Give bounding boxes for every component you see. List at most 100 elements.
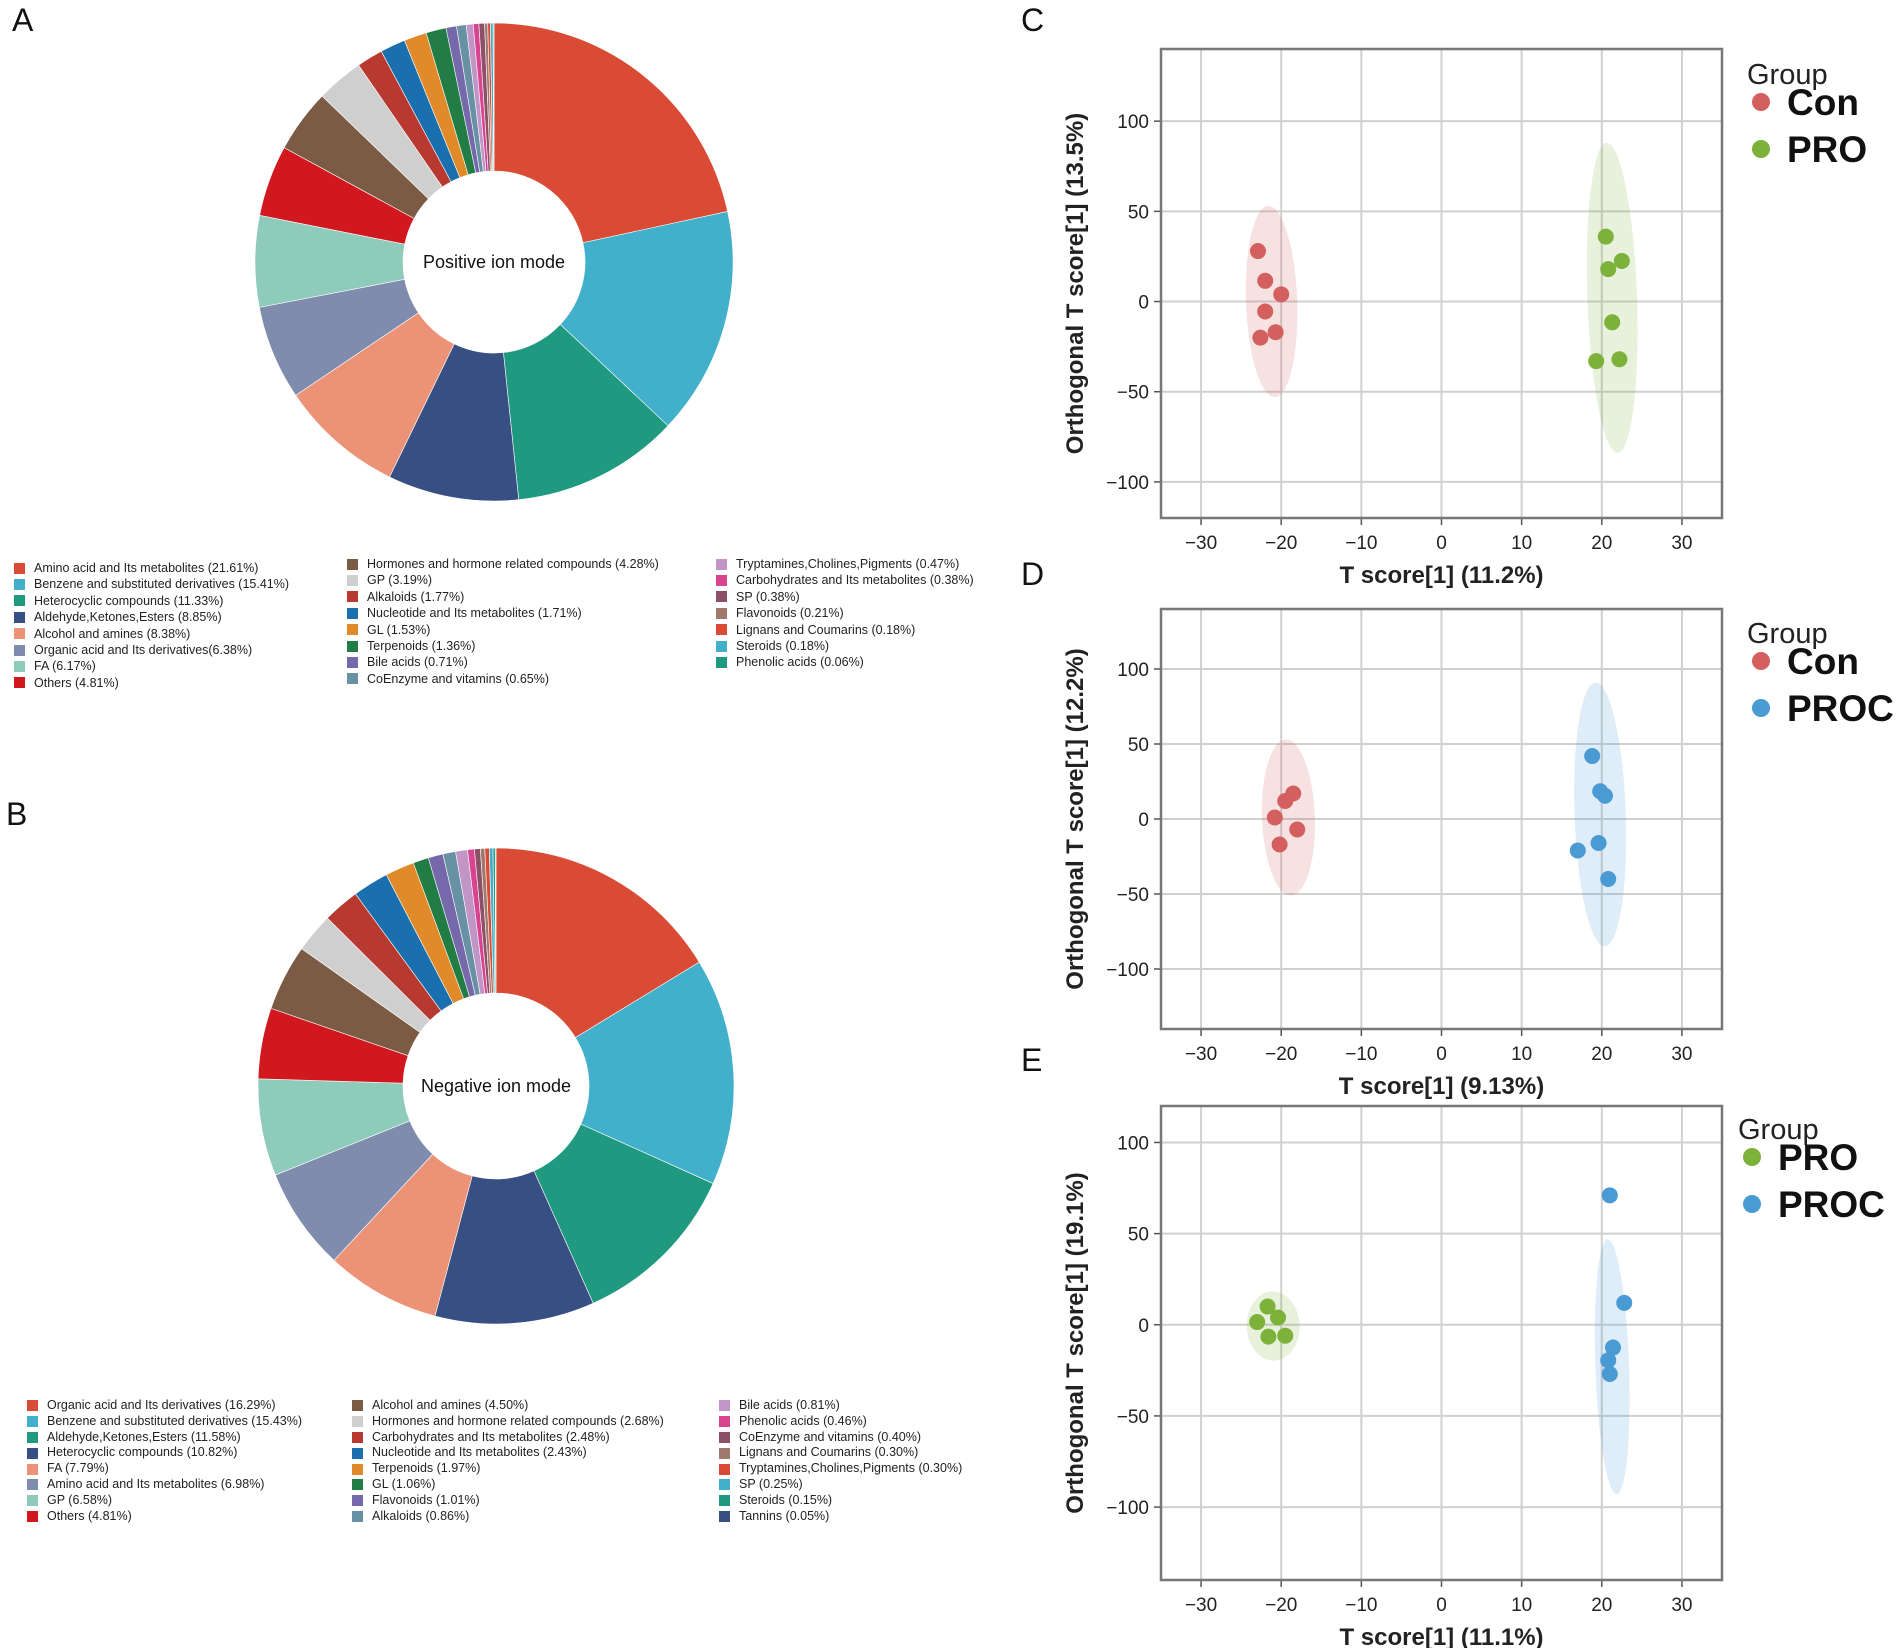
confidence-ellipse-con xyxy=(1245,205,1298,398)
legend-swatch xyxy=(14,611,25,623)
x-tick-label: −10 xyxy=(1345,533,1377,554)
legend-item: Aldehyde,Ketones,Esters (11.58%) xyxy=(27,1430,302,1446)
x-tick-label: 20 xyxy=(1591,1595,1612,1616)
legend-label: Others (4.81%) xyxy=(34,675,119,690)
pie-slice xyxy=(559,211,734,427)
legend-label: Aldehyde,Ketones,Esters (11.58%) xyxy=(47,1429,241,1444)
legend-label: Alcohol and amines (4.50%) xyxy=(372,1398,529,1412)
legend-label: Nucleotide and Its metabolites (2.43%) xyxy=(372,1445,587,1460)
data-point-con xyxy=(1257,272,1274,289)
legend-swatch xyxy=(347,591,358,603)
x-tick-label: −20 xyxy=(1265,1044,1297,1065)
legend-item: Tannins (0.05%) xyxy=(719,1509,962,1525)
plot-frame xyxy=(1159,47,1724,520)
legend-title: Group xyxy=(1738,1114,1819,1146)
legend-item: Alcohol and amines (4.50%) xyxy=(352,1398,664,1414)
pie-slice xyxy=(533,1123,714,1304)
y-tick-label: 50 xyxy=(1128,1225,1149,1246)
legend-item: Steroids (0.18%) xyxy=(716,638,974,654)
legend-item: Lignans and Coumarins (0.30%) xyxy=(719,1445,962,1461)
legend-item: Phenolic acids (0.46%) xyxy=(719,1414,962,1430)
legend-swatch xyxy=(352,1447,363,1459)
confidence-ellipse-proc xyxy=(1574,682,1627,947)
x-tick-label: −20 xyxy=(1265,1595,1297,1616)
legend-swatch xyxy=(352,1510,363,1522)
legend-swatch xyxy=(352,1463,363,1475)
legend-label: Tryptamines,Cholines,Pigments (0.30%) xyxy=(739,1461,963,1476)
legend-swatch xyxy=(716,640,727,652)
legend-label-con: Con xyxy=(1787,82,1859,123)
legend-swatch xyxy=(352,1416,363,1428)
data-point-proc xyxy=(1569,842,1586,859)
data-point-proc xyxy=(1590,835,1607,851)
legend-label-proc: PROC xyxy=(1787,688,1894,729)
legend-swatch xyxy=(719,1495,730,1507)
legend-swatch xyxy=(27,1463,38,1475)
x-axis-title: T score[1] (11.1%) xyxy=(1339,1624,1543,1648)
legend-item: Lignans and Coumarins (0.18%) xyxy=(716,622,974,638)
legend-item: GL (1.06%) xyxy=(352,1477,664,1493)
legend-label-pro: PRO xyxy=(1787,129,1867,170)
data-point-con xyxy=(1273,286,1290,303)
legend-item: FA (6.17%) xyxy=(14,658,289,674)
legend-swatch xyxy=(719,1479,730,1491)
legend-swatch xyxy=(27,1416,38,1428)
legend-label-proc: PROC xyxy=(1778,1184,1885,1225)
pie-slice xyxy=(503,323,669,501)
legend-swatch xyxy=(347,575,358,587)
x-tick-label: −30 xyxy=(1185,533,1217,554)
pie-legend-column: Organic acid and Its derivatives (16.29%… xyxy=(27,1398,302,1524)
legend-marker-con xyxy=(1752,652,1770,670)
y-axis-title: Orthogonal T score[1] (13.5%) xyxy=(1062,113,1089,454)
legend-label: Nucleotide and Its metabolites (1.71%) xyxy=(367,606,582,621)
x-tick-label: −20 xyxy=(1265,533,1297,554)
legend-item: Terpenoids (1.36%) xyxy=(347,638,659,654)
x-tick-label: −10 xyxy=(1345,1595,1377,1616)
data-point-pro xyxy=(1270,1309,1287,1326)
legend-swatch xyxy=(719,1447,730,1459)
legend-swatch xyxy=(14,595,25,607)
y-axis-title: Orthogonal T score[1] (19.1%) xyxy=(1062,1172,1089,1513)
pie-slice xyxy=(575,961,735,1184)
data-point-pro xyxy=(1249,1314,1266,1331)
panel-label-c: C xyxy=(1021,2,1045,38)
legend-swatch xyxy=(716,558,727,570)
legend-item: SP (0.25%) xyxy=(719,1477,962,1493)
y-tick-label: 50 xyxy=(1128,735,1149,756)
pie-center-title: Negative ion mode xyxy=(421,1076,571,1096)
legend-label-pro: PRO xyxy=(1778,1137,1858,1178)
legend-item: Organic acid and Its derivatives (16.29%… xyxy=(27,1398,302,1414)
legend-label: CoEnzyme and vitamins (0.40%) xyxy=(739,1429,922,1444)
y-tick-label: −50 xyxy=(1117,885,1149,906)
legend-swatch xyxy=(352,1400,363,1412)
legend-item: Nucleotide and Its metabolites (1.71%) xyxy=(347,605,659,621)
legend-label: Steroids (0.18%) xyxy=(736,638,830,653)
y-tick-label: −50 xyxy=(1117,1407,1149,1428)
data-point-con xyxy=(1257,303,1274,320)
confidence-ellipse-pro xyxy=(1586,142,1638,453)
legend-swatch xyxy=(347,558,358,570)
x-tick-label: 0 xyxy=(1436,1595,1447,1616)
legend-item: Bile acids (0.81%) xyxy=(719,1398,962,1414)
legend-item: Carbohydrates and Its metabolites (0.38%… xyxy=(716,572,974,588)
legend-swatch xyxy=(14,661,25,673)
data-point-proc xyxy=(1616,1294,1633,1311)
legend-item: Carbohydrates and Its metabolites (2.48%… xyxy=(352,1430,664,1446)
data-point-proc xyxy=(1600,871,1617,887)
legend-label: Others (4.81%) xyxy=(47,1508,132,1523)
legend-item: Benzene and substituted derivatives (15.… xyxy=(27,1414,302,1430)
legend-label: SP (0.38%) xyxy=(736,589,800,604)
pie-slice xyxy=(494,847,497,994)
data-point-pro xyxy=(1611,351,1628,368)
legend-swatch xyxy=(719,1416,730,1428)
data-point-pro xyxy=(1277,1327,1294,1344)
legend-item: Aldehyde,Ketones,Esters (8.85%) xyxy=(14,609,289,625)
x-axis-title: T score[1] (9.13%) xyxy=(1339,1073,1544,1100)
legend-swatch xyxy=(347,624,358,636)
legend-label: Organic acid and Its derivatives (16.29%… xyxy=(47,1398,276,1412)
legend-title: Group xyxy=(1747,618,1828,650)
legend-label-con: Con xyxy=(1787,641,1859,682)
legend-item: SP (0.38%) xyxy=(716,589,974,605)
data-point-proc xyxy=(1600,1352,1617,1369)
